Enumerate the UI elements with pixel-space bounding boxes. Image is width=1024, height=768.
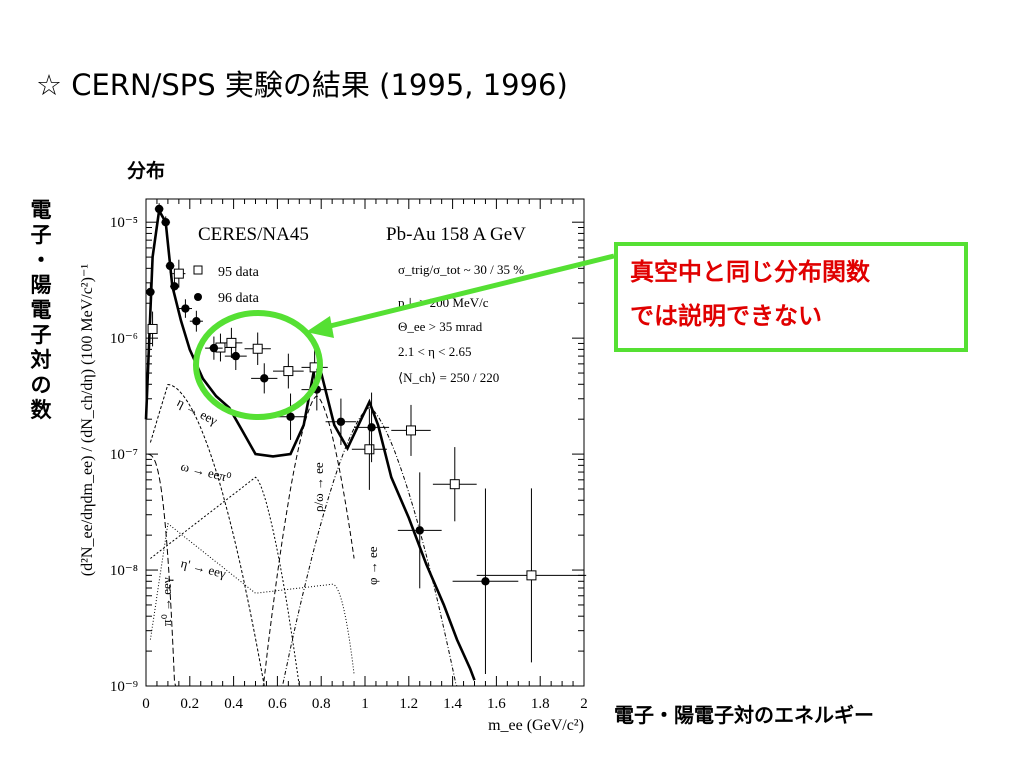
callout-arrowhead bbox=[306, 316, 334, 338]
y-label-char: 子 bbox=[30, 223, 52, 247]
x-tick-label: 2 bbox=[580, 696, 588, 712]
x-tick-label: 0.8 bbox=[312, 696, 331, 712]
y-label-char: 電 bbox=[30, 298, 52, 322]
data-point-96 bbox=[336, 417, 346, 426]
y-axis-title: (d²N_ee/dηdm_ee) / (dN_ch/dη) (100 MeV/c… bbox=[79, 264, 96, 577]
legend-label-95: 95 data bbox=[218, 265, 260, 280]
data-point-95 bbox=[173, 268, 184, 279]
anomaly-highlight-circle bbox=[193, 310, 323, 420]
data-point-96 bbox=[170, 282, 179, 291]
data-point-95 bbox=[252, 343, 263, 354]
x-tick-label: 1.2 bbox=[399, 696, 418, 712]
x-tick-label: 0 bbox=[142, 696, 150, 712]
x-tick-label: 1.6 bbox=[487, 696, 506, 712]
x-axis-title: m_ee (GeV/c²) bbox=[488, 717, 584, 734]
x-axis-japanese-label: 電子・陽電子対のエネルギー bbox=[614, 703, 874, 727]
eta-dalitz-curve bbox=[149, 383, 269, 687]
data-point-95 bbox=[405, 425, 416, 436]
condition-label: 2.1 < η < 2.65 bbox=[398, 344, 471, 359]
x-tick-label: 0.2 bbox=[180, 696, 199, 712]
data-point-96 bbox=[231, 351, 240, 361]
y-label-char: の bbox=[30, 373, 52, 397]
y-label-char: 対 bbox=[30, 348, 52, 372]
x-tick-label: 1.4 bbox=[443, 696, 462, 712]
data-point-96 bbox=[209, 343, 219, 353]
distribution-label: 分布 bbox=[127, 160, 166, 182]
component-label-rho: ρ/ω → ee bbox=[311, 462, 326, 512]
slide-title: ☆ CERN/SPS 実験の結果 (1995, 1996) bbox=[36, 68, 568, 102]
x-tick-label: 0.6 bbox=[268, 696, 287, 712]
total-cocktail-curve bbox=[144, 206, 476, 681]
component-label-etaprime: η' → eeγ bbox=[179, 555, 227, 581]
data-point-96 bbox=[415, 526, 424, 535]
etaprime-dalitz-curve bbox=[149, 522, 355, 675]
condition-label: ⟨N_ch⟩ = 250 / 220 bbox=[398, 370, 499, 385]
y-tick-label: 10⁻⁹ bbox=[110, 679, 138, 695]
data-point-95 bbox=[364, 444, 375, 455]
data-point-95 bbox=[226, 337, 237, 348]
data-point-95 bbox=[449, 479, 460, 490]
system-label: Pb-Au 158 A GeV bbox=[386, 224, 526, 245]
callout-line-1: 真空中と同じ分布関数 bbox=[630, 258, 870, 286]
component-label-omega: ω → eeπ⁰ bbox=[179, 458, 232, 485]
pi0-dalitz-curve bbox=[148, 453, 177, 687]
data-point-96 bbox=[260, 374, 269, 383]
condition-label: σ_trig/σ_tot ~ 30 / 35 % bbox=[398, 262, 524, 277]
data-point-95 bbox=[283, 366, 294, 377]
y-label-char: 電 bbox=[30, 198, 52, 222]
condition-label: p⊥ > 200 MeV/c bbox=[398, 295, 489, 310]
y-tick-label: 10⁻⁸ bbox=[110, 563, 138, 579]
y-label-char: 陽 bbox=[30, 273, 52, 297]
x-tick-label: 1 bbox=[361, 696, 369, 712]
y-label-char: 数 bbox=[30, 398, 52, 422]
callout-line-2: では説明できない bbox=[630, 302, 822, 330]
data-point-96 bbox=[181, 304, 190, 313]
experiment-label: CERES/NA45 bbox=[198, 224, 309, 245]
data-points bbox=[146, 203, 587, 675]
data-point-96 bbox=[146, 287, 155, 297]
y-label-char: 子 bbox=[30, 323, 52, 347]
legend-marker-96 bbox=[194, 293, 202, 301]
y-tick-label: 10⁻⁶ bbox=[110, 331, 138, 347]
data-point-96 bbox=[286, 412, 295, 421]
data-point-96 bbox=[165, 261, 175, 271]
condition-label: Θ_ee > 35 mrad bbox=[398, 319, 483, 334]
legend-label-96: 96 data bbox=[218, 291, 260, 306]
data-point-96 bbox=[154, 204, 164, 214]
callout-arrow bbox=[321, 253, 615, 331]
axis-ticks: 0 0.2 0.4 0.6 0.8 1 1.2 1.4 1.6 1.8 2 10⁻⁵ 10⁻⁶ 10⁻⁷ 1… bbox=[110, 199, 588, 712]
annotation-callout-box: 真空中と同じ分布関数 では説明できない bbox=[614, 242, 968, 352]
data-point-96 bbox=[161, 217, 170, 227]
rho-omega-curve bbox=[211, 395, 355, 687]
x-tick-label: 1.8 bbox=[531, 696, 550, 712]
component-label-pi0: π⁰ → eeγ bbox=[159, 577, 174, 626]
component-label-phi: φ → ee bbox=[365, 546, 380, 585]
y-tick-label: 10⁻⁵ bbox=[110, 215, 138, 231]
data-point-96 bbox=[192, 316, 201, 326]
y-axis-japanese-label: 電 子 ・ 陽 電 子 対 の 数 bbox=[26, 198, 56, 423]
legend-marker-95 bbox=[193, 265, 203, 275]
x-tick-label: 0.4 bbox=[224, 696, 243, 712]
y-tick-label: 10⁻⁷ bbox=[110, 447, 138, 463]
data-point-95 bbox=[526, 570, 537, 581]
data-point-96 bbox=[481, 577, 490, 586]
data-point-96 bbox=[367, 423, 376, 432]
y-label-char: ・ bbox=[30, 248, 52, 272]
data-point-95 bbox=[147, 323, 158, 334]
